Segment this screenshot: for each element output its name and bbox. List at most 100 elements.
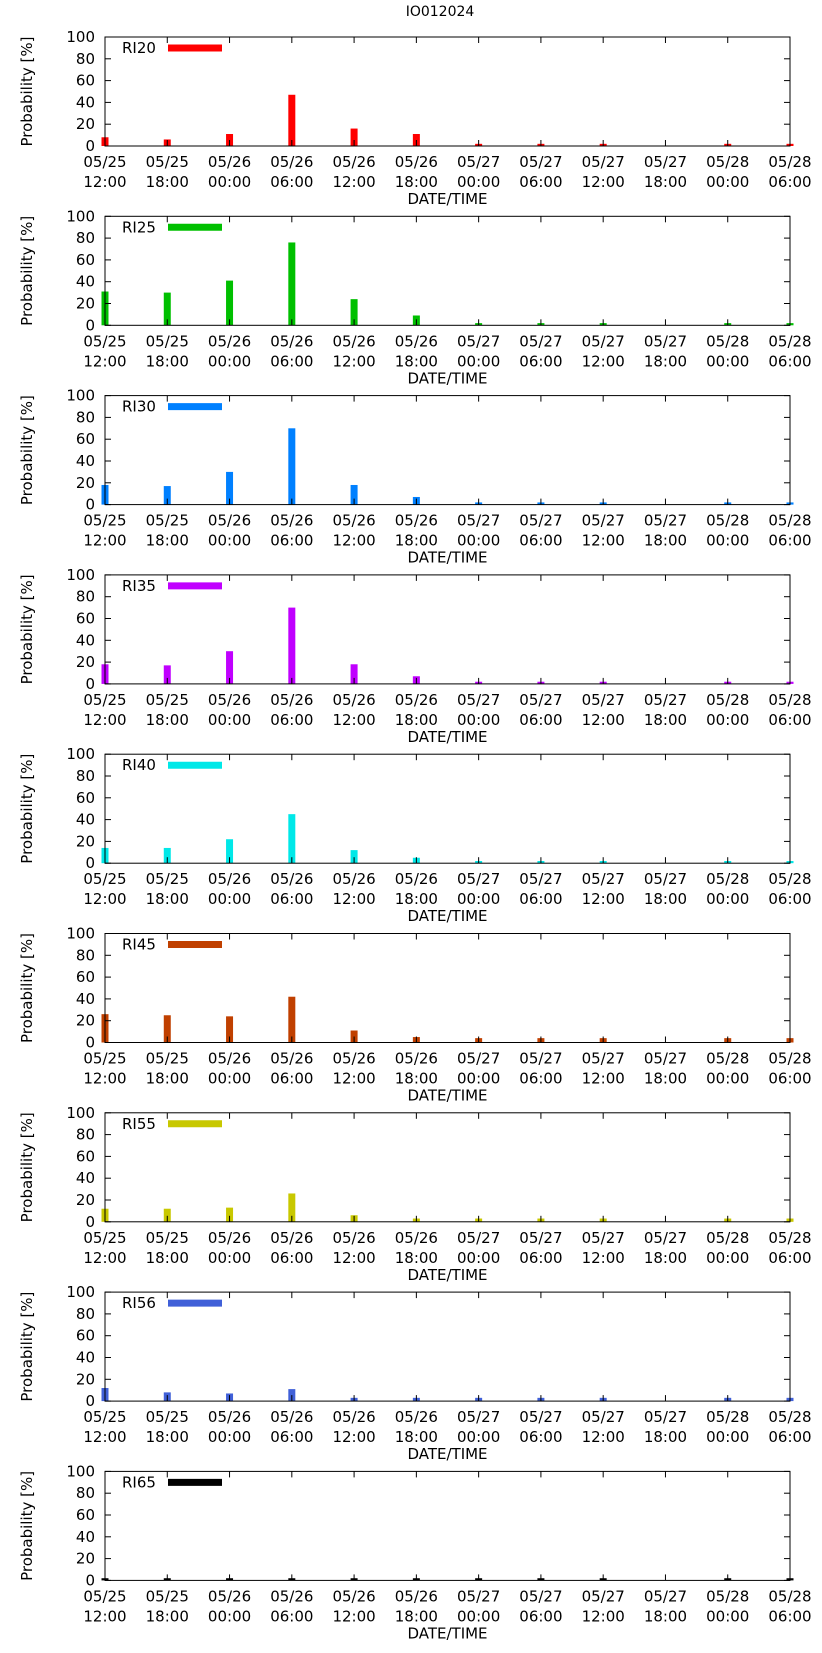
- y-axis-label: Probability [%]: [18, 933, 36, 1043]
- y-axis-label: Probability [%]: [18, 216, 36, 326]
- y-tick-label: 80: [76, 229, 95, 247]
- x-tick-label-date: 05/27: [644, 691, 687, 709]
- y-axis-label: Probability [%]: [18, 1471, 36, 1581]
- data-bar: [226, 471, 234, 505]
- x-tick-label-time: 06:00: [768, 1607, 811, 1625]
- x-tick-label-time: 06:00: [270, 1070, 313, 1088]
- x-tick-label-time: 18:00: [644, 352, 687, 370]
- x-tick-label-time: 06:00: [768, 1428, 811, 1446]
- data-bar: [288, 996, 296, 1043]
- x-tick-label-date: 05/25: [146, 691, 189, 709]
- y-tick-label: 40: [76, 452, 95, 470]
- x-tick-label-time: 12:00: [332, 532, 375, 550]
- x-axis-label: DATE/TIME: [407, 190, 487, 208]
- x-axis-label: DATE/TIME: [407, 1266, 487, 1284]
- x-tick-label-date: 05/26: [270, 1050, 313, 1068]
- x-tick-label-time: 00:00: [706, 532, 749, 550]
- y-tick-label: 40: [76, 273, 95, 291]
- x-tick-label-time: 18:00: [146, 890, 189, 908]
- x-tick-label-date: 05/26: [332, 153, 375, 171]
- data-bar: [288, 607, 296, 684]
- data-bar: [163, 665, 171, 684]
- y-tick-label: 0: [85, 316, 95, 334]
- x-tick-label-time: 18:00: [395, 711, 438, 729]
- x-tick-label-date: 05/27: [582, 691, 625, 709]
- x-tick-label-date: 05/27: [644, 1229, 687, 1247]
- x-tick-label-date: 05/27: [457, 691, 500, 709]
- y-axis-label: Probability [%]: [18, 395, 36, 505]
- x-tick-label-time: 18:00: [395, 1070, 438, 1088]
- y-tick-label: 0: [85, 854, 95, 872]
- x-tick-label-time: 12:00: [83, 1428, 126, 1446]
- chart-panel-ri56: 0 20 40 60 80 100 05/25 12:00 05/25 18:00 05/26 00:…: [18, 1283, 812, 1463]
- chart-panel-ri65: 0 20 40 60 80 100 05/25 12:00 05/25 18:00 05/26 00:…: [18, 1462, 812, 1642]
- chart-panel-ri35: 0 20 40 60 80 100 05/25 12:00 05/25 18:00 05/26 00:…: [18, 566, 812, 746]
- y-axis-label: Probability [%]: [18, 36, 36, 146]
- x-tick-label-date: 05/26: [395, 153, 438, 171]
- data-bar: [163, 292, 171, 326]
- x-tick-label-date: 05/28: [706, 153, 749, 171]
- x-tick-label-date: 05/25: [83, 1408, 126, 1426]
- data-bar: [163, 1015, 171, 1043]
- y-axis-label: Probability [%]: [18, 1292, 36, 1402]
- x-tick-label-time: 00:00: [208, 711, 251, 729]
- x-tick-label-date: 05/28: [706, 1587, 749, 1605]
- x-tick-label-date: 05/26: [270, 691, 313, 709]
- y-tick-label: 100: [66, 207, 95, 225]
- x-tick-label-date: 05/26: [395, 1408, 438, 1426]
- x-tick-label-time: 12:00: [83, 352, 126, 370]
- y-tick-label: 0: [85, 675, 95, 693]
- x-tick-label-date: 05/26: [208, 1408, 251, 1426]
- x-tick-label-date: 05/25: [83, 153, 126, 171]
- x-tick-label-time: 12:00: [582, 1428, 625, 1446]
- x-tick-label-date: 05/26: [332, 870, 375, 888]
- x-tick-label-time: 00:00: [457, 173, 500, 191]
- data-bar: [288, 242, 296, 326]
- x-tick-label-time: 06:00: [270, 890, 313, 908]
- x-axis-label: DATE/TIME: [407, 1445, 487, 1463]
- x-tick-label-date: 05/28: [768, 153, 811, 171]
- x-tick-label-date: 05/27: [644, 1050, 687, 1068]
- x-tick-label-date: 05/26: [208, 1229, 251, 1247]
- y-tick-label: 80: [76, 408, 95, 426]
- y-tick-label: 0: [85, 1571, 95, 1589]
- x-axis-label: DATE/TIME: [407, 728, 487, 746]
- y-tick-label: 60: [76, 968, 95, 986]
- x-tick-label-time: 06:00: [768, 1249, 811, 1267]
- x-tick-label-date: 05/26: [208, 1587, 251, 1605]
- data-bar: [350, 299, 358, 326]
- chart-panel-ri30: 0 20 40 60 80 100 05/25 12:00 05/25 18:00 05/26 00:…: [18, 387, 812, 567]
- figure-title: IO012024: [406, 4, 475, 20]
- legend-label: RI45: [122, 936, 156, 954]
- y-tick-label: 100: [66, 1462, 95, 1480]
- x-tick-label-date: 05/27: [582, 1229, 625, 1247]
- data-bar: [163, 486, 171, 505]
- x-tick-label-date: 05/27: [644, 1408, 687, 1426]
- x-tick-label-date: 05/26: [395, 1229, 438, 1247]
- x-tick-label-date: 05/27: [519, 691, 562, 709]
- x-tick-label-date: 05/26: [270, 153, 313, 171]
- x-tick-label-time: 00:00: [208, 1070, 251, 1088]
- y-tick-label: 60: [76, 789, 95, 807]
- x-tick-label-date: 05/28: [768, 332, 811, 350]
- x-tick-label-time: 00:00: [208, 890, 251, 908]
- x-tick-label-date: 05/27: [519, 153, 562, 171]
- x-tick-label-time: 00:00: [457, 1070, 500, 1088]
- x-tick-label-time: 12:00: [332, 890, 375, 908]
- y-tick-label: 100: [66, 566, 95, 584]
- x-tick-label-date: 05/28: [768, 870, 811, 888]
- y-tick-label: 40: [76, 1169, 95, 1187]
- x-tick-label-time: 18:00: [395, 532, 438, 550]
- x-tick-label-time: 12:00: [83, 711, 126, 729]
- x-tick-label-time: 12:00: [582, 352, 625, 370]
- x-tick-label-date: 05/27: [582, 1408, 625, 1426]
- x-tick-label-time: 12:00: [332, 352, 375, 370]
- data-bar: [226, 280, 234, 326]
- x-tick-label-time: 00:00: [457, 352, 500, 370]
- y-axis-label: Probability [%]: [18, 754, 36, 864]
- plot-frame: [104, 1112, 791, 1223]
- x-tick-label-time: 18:00: [146, 1249, 189, 1267]
- y-tick-label: 60: [76, 1147, 95, 1165]
- x-tick-label-date: 05/25: [146, 870, 189, 888]
- x-tick-label-date: 05/25: [146, 1050, 189, 1068]
